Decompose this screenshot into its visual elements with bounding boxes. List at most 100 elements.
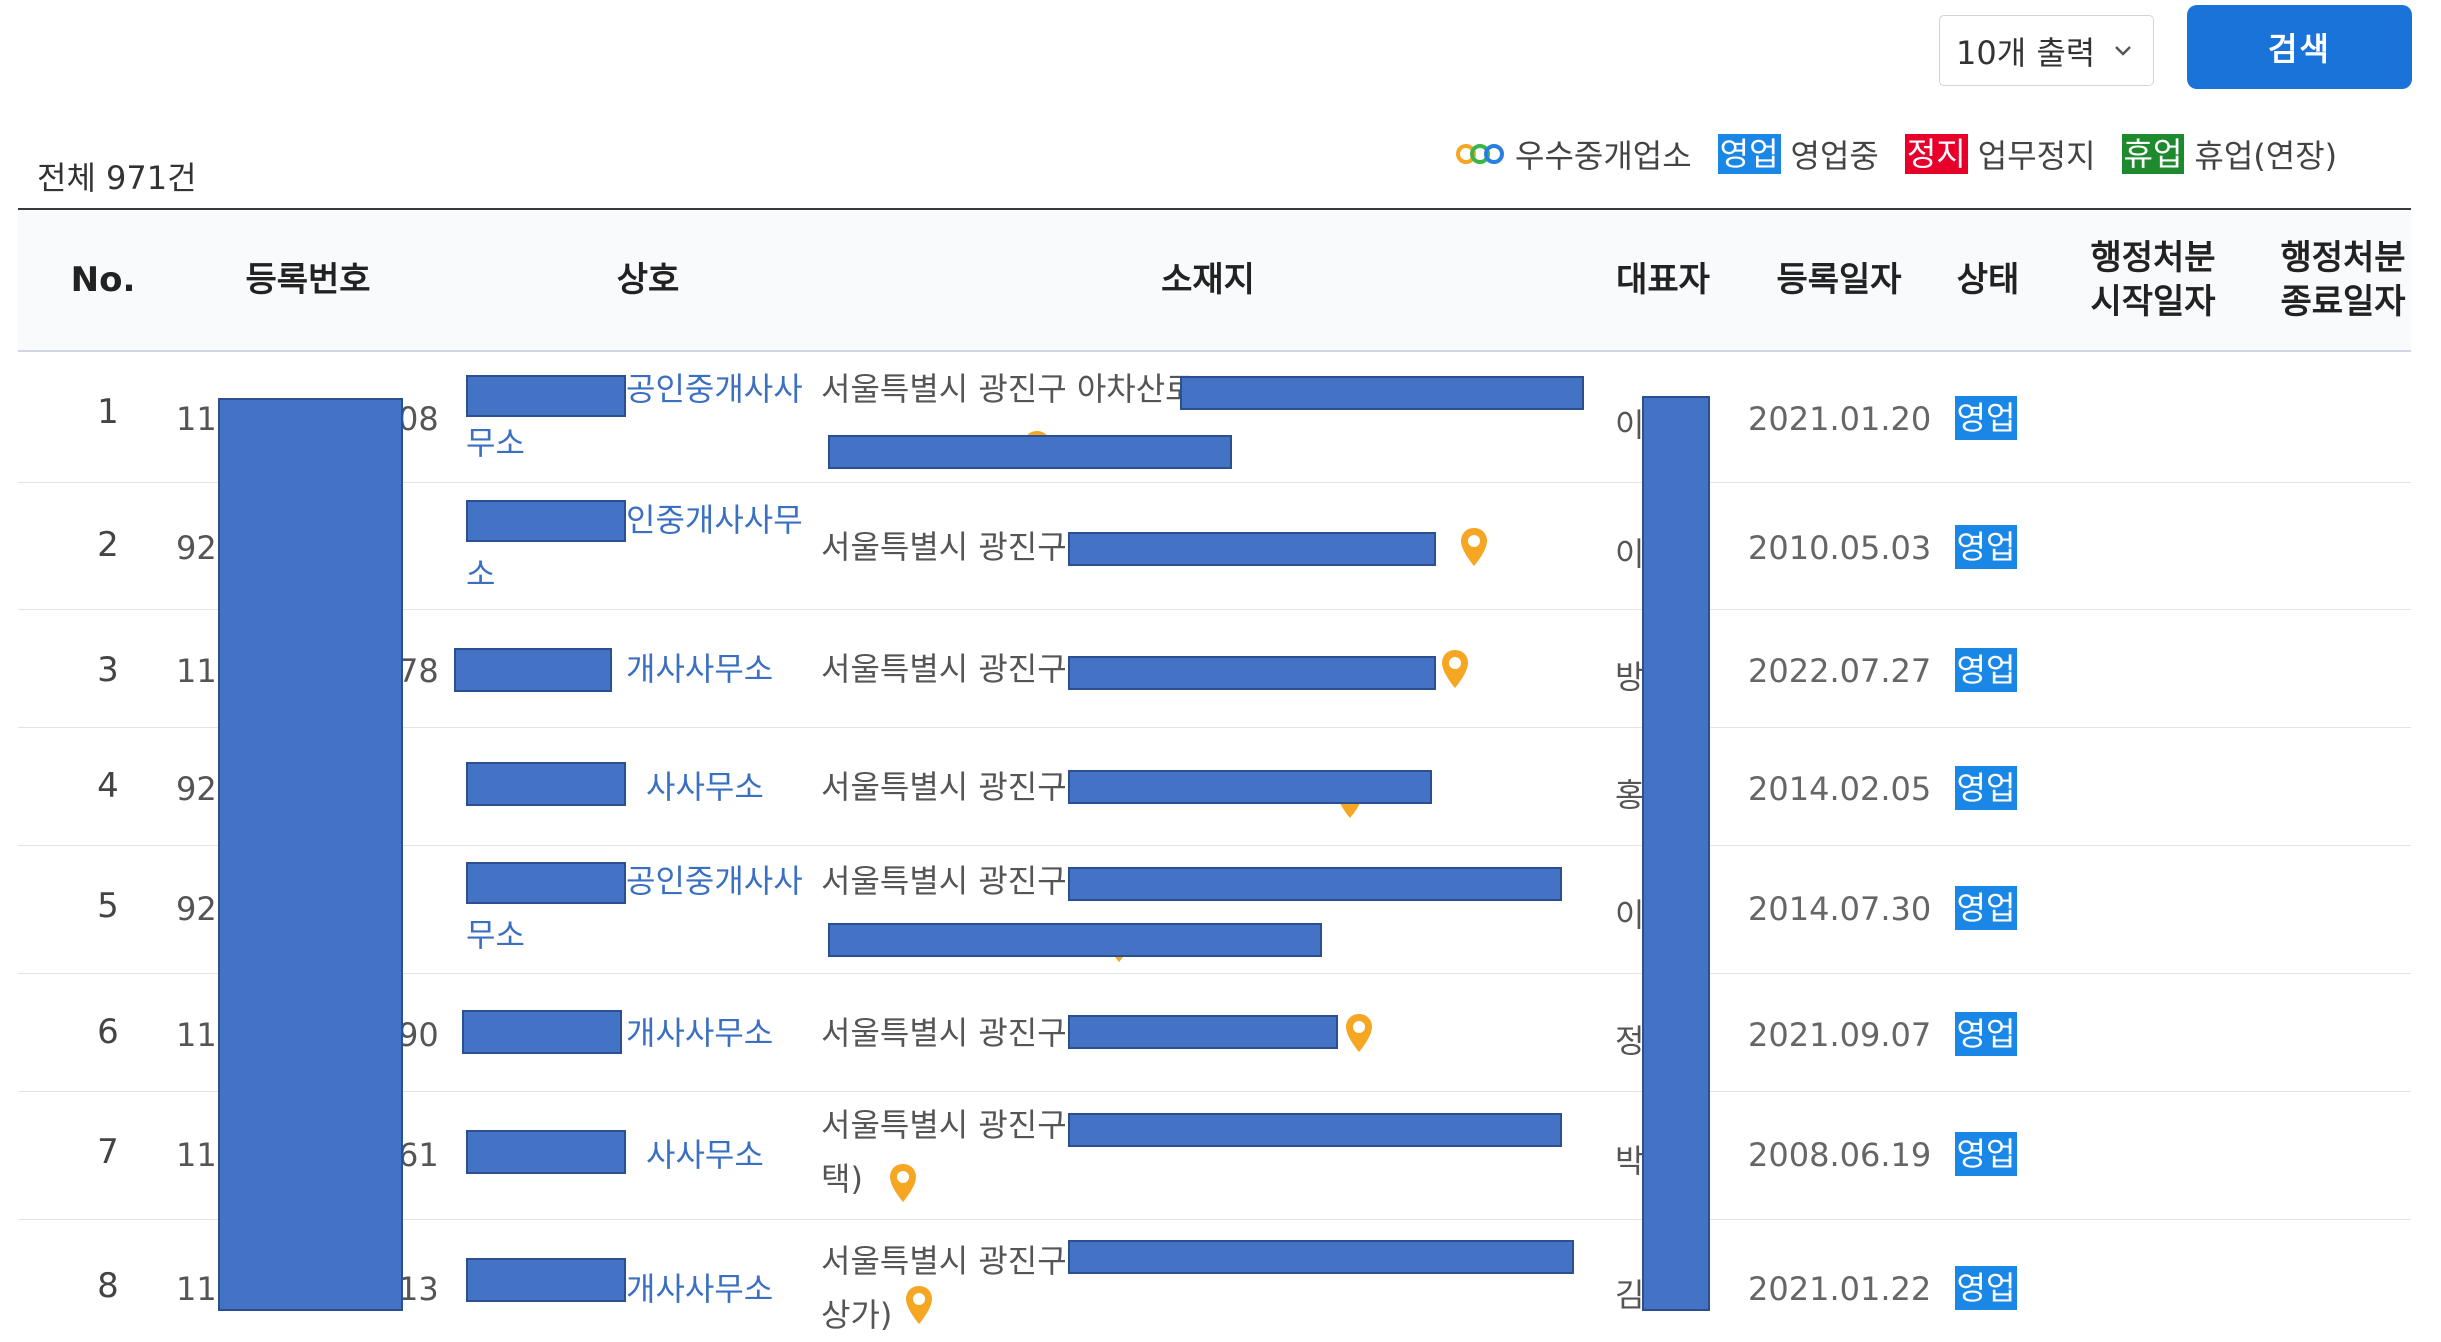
header-status: 상태 (1956, 260, 2020, 300)
row-no: 8 (97, 1266, 119, 1306)
legend-closed-badge: 휴업 (2121, 134, 2185, 174)
reg-no-suffix: 08 (398, 400, 439, 438)
redaction-address (1068, 1113, 1562, 1147)
legend-closed-label: 휴업(연장) (2194, 137, 2338, 175)
table-row: 6 112 90 개사사무소 서울특별시 광진구 정 2021.09.07 영업 (18, 974, 2411, 1092)
office-name-l1: 사사무소 (646, 768, 764, 806)
legend-suspended-badge: 정지 (1904, 134, 1968, 174)
reg-date: 2010.05.03 (1748, 529, 1932, 567)
redaction-reg-no-column (218, 398, 403, 1311)
office-name-l1: 사사무소 (646, 1136, 764, 1174)
representative: 이 (1615, 896, 1645, 934)
address: 서울특별시 광진구 아차산로 (821, 362, 1195, 416)
header-action-start-l2: 시작일자 (2090, 282, 2216, 322)
reg-date: 2021.09.07 (1748, 1016, 1932, 1054)
address-l2: 택) (821, 1160, 863, 1198)
reg-date: 2014.07.30 (1748, 890, 1932, 928)
redaction-address (1068, 656, 1436, 690)
redaction-name (454, 648, 612, 692)
reg-no-suffix: 61 (398, 1136, 439, 1174)
legend-suspended-label: 업무정지 (1977, 137, 2096, 175)
address-l1: 서울특별시 광진구 (821, 862, 1067, 900)
representative: 홍 (1615, 776, 1645, 814)
reg-no-suffix: 90 (398, 1016, 439, 1054)
header-action-start: 행정처분 시작일자 (2073, 210, 2233, 350)
office-name-l1: 개사사무소 (626, 1270, 774, 1308)
representative: 정 (1615, 1022, 1645, 1060)
header-rep: 대표자 (1616, 260, 1710, 300)
representative: 방 (1615, 658, 1645, 696)
address-l1: 서울특별시 광진구 (821, 1106, 1067, 1144)
representative: 이 (1615, 406, 1645, 444)
office-name-l1: 개사사무소 (626, 650, 774, 688)
representative: 김 (1615, 1276, 1645, 1314)
map-pin-icon[interactable] (887, 1162, 919, 1206)
header-reg-no: 등록번호 (245, 260, 371, 300)
row-no: 1 (97, 392, 119, 432)
page-size-select[interactable]: 10개 출력 (1939, 15, 2154, 86)
redaction-address (828, 923, 1322, 957)
status-badge: 영업 (1955, 525, 2017, 569)
office-name-l1: 공인중개사사 (626, 370, 803, 408)
office-name-link[interactable]: 공인중개사사 무소 (466, 854, 803, 962)
chevron-down-icon (2115, 46, 2131, 56)
office-name-l1: 인중개사사무 (626, 501, 803, 539)
office-name-link[interactable]: 개사사무소 (466, 1262, 773, 1316)
address: 서울특별시 광진구 (821, 642, 1067, 696)
header-no: No. (70, 260, 136, 300)
redaction-name (466, 762, 626, 806)
map-pin-icon[interactable] (1439, 648, 1471, 692)
row-no: 3 (97, 650, 119, 690)
address-l1: 서울특별시 광진구 (821, 1242, 1067, 1280)
address-l2: 상가) (821, 1296, 893, 1334)
office-name-link[interactable]: 개사사무소 (466, 1006, 773, 1060)
redaction-address (1068, 1015, 1338, 1049)
address: 서울특별시 광진구 (821, 1006, 1067, 1060)
address: 서울특별시 광진구 (821, 520, 1067, 574)
status-badge: 영업 (1955, 766, 2017, 810)
header-action-end-l2: 종료일자 (2280, 282, 2406, 322)
row-no: 4 (97, 766, 119, 806)
map-pin-icon[interactable] (1458, 526, 1490, 570)
legend-open-badge: 영업 (1717, 134, 1781, 174)
office-name-l1: 개사사무소 (626, 1014, 774, 1052)
redaction-rep-column (1642, 396, 1710, 1311)
reg-no-suffix: 78 (398, 652, 439, 690)
table-row: 7 112 61 사사무소 서울특별시 광진구 택) 박 2008.06.19 … (18, 1092, 2411, 1220)
map-pin-icon[interactable] (903, 1284, 935, 1328)
legend-award-label: 우수중개업소 (1515, 137, 1692, 175)
office-name-link[interactable]: 사사무소 (466, 760, 764, 814)
office-name-l2: 무소 (466, 916, 525, 954)
office-name-link[interactable]: 인중개사사무 소 (466, 493, 803, 601)
representative: 박 (1615, 1142, 1645, 1180)
map-pin-icon[interactable] (1343, 1012, 1375, 1056)
status-badge: 영업 (1955, 648, 2017, 692)
row-no: 2 (97, 525, 119, 565)
redaction-address (1068, 867, 1562, 901)
office-name-link[interactable]: 공인중개사사 무소 (466, 362, 803, 470)
header-reg-date: 등록일자 (1776, 260, 1902, 300)
redaction-address (1068, 770, 1432, 804)
status-badge: 영업 (1955, 886, 2017, 930)
search-button[interactable]: 검색 (2187, 5, 2412, 89)
status-badge: 영업 (1955, 396, 2017, 440)
redaction-name (462, 1010, 622, 1054)
row-no: 6 (97, 1012, 119, 1052)
redaction-address (1068, 1240, 1574, 1274)
redaction-name (466, 500, 626, 542)
reg-date: 2021.01.20 (1748, 400, 1932, 438)
award-office-icon (1456, 144, 1504, 164)
office-name-l1: 공인중개사사 (626, 862, 803, 900)
office-name-link[interactable]: 사사무소 (466, 1128, 764, 1182)
legend-open-label: 영업중 (1790, 137, 1879, 175)
row-no: 7 (97, 1132, 119, 1172)
representative: 이 (1615, 535, 1645, 573)
status-badge: 영업 (1955, 1132, 2017, 1176)
office-name-link[interactable]: 개사사무소 (466, 642, 773, 696)
status-badge: 영업 (1955, 1266, 2017, 1310)
reg-date: 2021.01.22 (1748, 1270, 1932, 1308)
redaction-name (466, 1130, 626, 1174)
address-l1: 서울특별시 광진구 (821, 1014, 1067, 1052)
office-name-l2: 소 (466, 555, 496, 593)
office-name-l2: 무소 (466, 424, 525, 462)
